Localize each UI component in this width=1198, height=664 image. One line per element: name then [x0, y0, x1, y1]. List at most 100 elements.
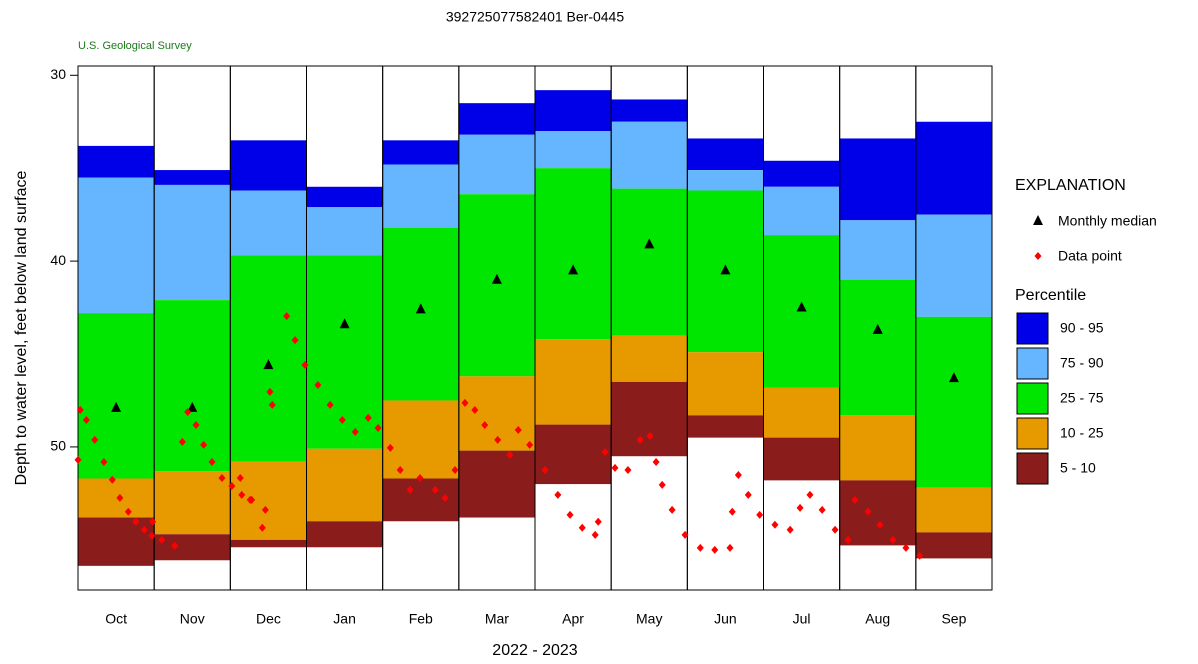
x-tick-label: Aug [865, 611, 890, 627]
data-point [681, 530, 689, 539]
percentile-band [154, 170, 231, 185]
percentile-band [306, 186, 383, 208]
data-point [541, 465, 549, 474]
month-column [915, 65, 993, 591]
data-point [74, 455, 82, 464]
x-tick-label: Sep [941, 611, 966, 627]
data-point [514, 426, 522, 435]
data-point [591, 530, 599, 539]
data-point [818, 505, 826, 514]
percentile-band [535, 90, 612, 132]
data-point [171, 541, 179, 550]
data-point [236, 473, 244, 482]
data-point [728, 507, 736, 516]
percentile-band [915, 487, 992, 533]
data-point [744, 490, 752, 499]
percentile-band [78, 313, 155, 479]
data-point [148, 531, 156, 540]
data-point [611, 463, 619, 472]
data-point [140, 525, 148, 534]
x-tick-label: Oct [105, 611, 127, 627]
data-point [876, 520, 884, 529]
percentile-band [382, 227, 459, 401]
y-axis-label: Depth to water level, feet below land su… [13, 170, 30, 485]
data-point [658, 480, 666, 489]
data-point [481, 420, 489, 429]
x-tick-label: May [636, 611, 662, 627]
data-point [431, 485, 439, 494]
data-point [238, 490, 246, 499]
percentile-band [915, 316, 992, 488]
legend-median-symbol [1033, 215, 1043, 225]
percentile-band [535, 424, 612, 485]
data-point [851, 495, 859, 504]
percentile-band [78, 145, 155, 178]
data-point [889, 535, 897, 544]
data-point [494, 435, 502, 444]
legend-swatch [1016, 417, 1049, 450]
percentile-band [839, 415, 916, 481]
data-point [526, 440, 534, 449]
data-point [268, 400, 276, 409]
median-marker [948, 372, 959, 383]
data-point [594, 517, 602, 526]
data-point [301, 360, 309, 369]
percentile-band [839, 138, 916, 221]
data-point [416, 473, 424, 482]
median-marker [491, 273, 502, 284]
data-point [624, 465, 632, 474]
percentile-band [687, 352, 764, 416]
percentile-band [535, 168, 612, 340]
percentile-band [839, 220, 916, 280]
x-tick-label: Mar [485, 611, 509, 627]
legend-swatch [1016, 347, 1049, 380]
data-point [796, 503, 804, 512]
data-point [192, 420, 200, 429]
percentile-band [915, 214, 992, 317]
percentile-band [306, 521, 383, 548]
percentile-band [458, 450, 535, 518]
percentile-band [230, 461, 307, 540]
median-marker [568, 264, 579, 275]
data-point [831, 525, 839, 534]
data-point [116, 493, 124, 502]
data-point [82, 415, 90, 424]
percentile-band [78, 478, 155, 518]
data-point [266, 387, 274, 396]
data-point [132, 517, 140, 526]
x-tick-label: Nov [180, 611, 205, 627]
data-point [184, 407, 192, 416]
data-point [441, 493, 449, 502]
percentile-band [458, 134, 535, 195]
median-marker [111, 401, 122, 412]
data-point [636, 435, 644, 444]
data-point [314, 381, 322, 390]
percentile-band [687, 138, 764, 171]
legend-subtitle: Percentile [1015, 287, 1086, 304]
data-point [178, 437, 186, 446]
percentile-band [78, 177, 155, 314]
data-point [461, 398, 469, 407]
legend-label: 25 - 75 [1060, 390, 1104, 406]
percentile-band [306, 448, 383, 522]
data-point [218, 473, 226, 482]
data-point [734, 470, 742, 479]
percentile-band [230, 190, 307, 256]
legend-swatch [1016, 312, 1049, 345]
percentile-band [382, 140, 459, 165]
data-point [351, 427, 359, 436]
data-point [338, 415, 346, 424]
percentile-band [382, 164, 459, 228]
data-point [916, 551, 924, 560]
legend-label: 90 - 95 [1060, 320, 1104, 336]
legend-label: 5 - 10 [1060, 460, 1096, 476]
percentile-band [535, 131, 612, 169]
data-point [108, 475, 116, 484]
data-point [291, 336, 299, 345]
percentile-band [154, 300, 231, 472]
data-point [91, 435, 99, 444]
data-point [711, 545, 719, 554]
chart-subtitle: U.S. Geological Survey [78, 40, 192, 52]
percentile-band [154, 471, 231, 535]
